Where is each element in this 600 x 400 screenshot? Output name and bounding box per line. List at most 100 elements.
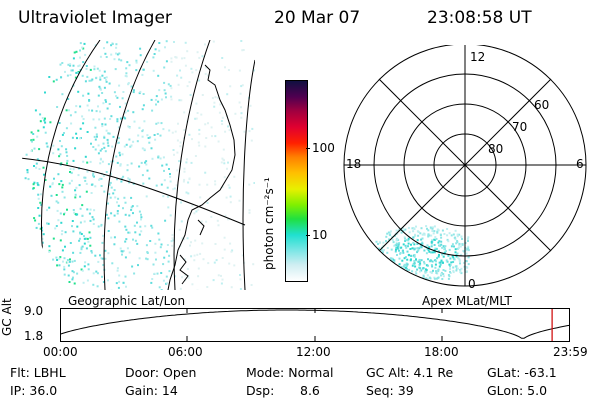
- polar-emission-dot: [448, 263, 451, 266]
- geo-emission-dot: [174, 130, 177, 133]
- geo-emission-dot: [197, 275, 200, 278]
- geo-emission-dot: [64, 70, 66, 73]
- geo-emission-dot: [225, 196, 228, 199]
- geo-emission-dot: [85, 65, 88, 67]
- geo-emission-dot: [238, 199, 241, 202]
- polar-emission-dot: [440, 240, 443, 243]
- polar-emission-dot: [452, 233, 455, 236]
- geo-emission-dot: [90, 251, 93, 254]
- geo-emission-dot: [85, 190, 88, 193]
- polar-emission-dot: [417, 249, 420, 252]
- geo-emission-dot: [41, 237, 44, 240]
- polar-emission-dot: [451, 243, 454, 246]
- geo-emission-dot: [140, 161, 143, 164]
- geo-emission-dot: [76, 213, 79, 216]
- polar-emission-dot: [375, 240, 378, 243]
- geo-emission-dot: [71, 220, 74, 222]
- geo-emission-dot: [140, 213, 142, 216]
- geo-emission-dot: [128, 126, 131, 129]
- geo-emission-dot: [37, 193, 40, 196]
- geo-emission-dot: [107, 163, 110, 166]
- polar-emission-dot: [447, 274, 450, 276]
- polar-emission-dot: [443, 245, 446, 248]
- geo-emission-dot: [74, 189, 77, 192]
- polar-emission-dot: [389, 230, 392, 233]
- polar-emission-dot: [436, 277, 439, 280]
- geo-emission-dot: [132, 212, 134, 215]
- polar-emission-dot: [447, 277, 450, 280]
- geo-emission-dot: [79, 42, 82, 45]
- polar-emission-dot: [413, 255, 416, 258]
- geographic-map: [22, 40, 255, 290]
- geo-emission-dot: [207, 122, 209, 125]
- geo-emission-dot: [220, 120, 223, 122]
- geo-emission-dot: [146, 60, 149, 63]
- polar-emission-dot: [454, 238, 457, 241]
- mlt-label-0: 0: [468, 277, 476, 291]
- polar-emission-dot: [395, 229, 398, 232]
- geo-emission-dot: [127, 125, 130, 128]
- geo-emission-dot: [180, 220, 183, 223]
- geo-emission-dot: [93, 68, 96, 71]
- geo-emission-dot: [83, 220, 86, 223]
- polar-emission-dot: [453, 245, 455, 248]
- geo-emission-dot: [42, 233, 45, 236]
- geo-emission-dot: [234, 112, 237, 115]
- geo-emission-dot: [120, 180, 123, 183]
- geo-emission-dot: [99, 76, 102, 79]
- geo-emission-dot: [238, 69, 241, 72]
- geo-emission-dot: [120, 59, 123, 62]
- geo-emission-dot: [154, 251, 157, 254]
- geo-emission-dot: [206, 183, 209, 186]
- geo-emission-dot: [93, 175, 95, 178]
- polar-emission-dot: [456, 241, 459, 244]
- polar-emission-dot: [466, 248, 469, 251]
- geo-emission-dot: [78, 239, 81, 242]
- geo-emission-dot: [163, 169, 165, 172]
- polar-emission-dot: [406, 258, 409, 261]
- polar-emission-dot: [454, 229, 457, 232]
- geo-emission-dot: [103, 47, 105, 50]
- polar-emission-dot: [378, 247, 380, 250]
- geo-emission-dot: [113, 214, 116, 217]
- time-tick-0600: 06:00: [168, 345, 203, 359]
- geo-emission-dot: [72, 251, 75, 254]
- geo-emission-dot: [94, 44, 97, 47]
- geo-emission-dot: [101, 241, 104, 244]
- geo-emission-dot: [210, 215, 213, 218]
- geo-emission-dot: [146, 258, 149, 261]
- geo-emission-dot: [163, 179, 166, 182]
- polar-emission-dot: [416, 243, 419, 245]
- polar-emission-dot: [438, 253, 440, 256]
- geo-emission-dot: [180, 201, 183, 204]
- geo-emission-dot: [135, 61, 138, 64]
- polar-emission-dot: [457, 257, 460, 260]
- polar-emission-dot: [398, 257, 401, 260]
- geo-emission-dot: [210, 126, 213, 129]
- geo-emission-dot: [74, 76, 77, 79]
- geo-emission-dot: [72, 271, 75, 274]
- polar-emission-dot: [422, 276, 424, 279]
- geo-emission-dot: [90, 183, 93, 186]
- polar-emission-dot: [446, 260, 449, 263]
- geo-emission-dot: [163, 66, 166, 69]
- polar-emission-dot: [463, 250, 466, 253]
- geo-emission-dot: [63, 212, 66, 215]
- polar-emission-dot: [444, 269, 447, 272]
- geo-emission-dot: [81, 204, 84, 207]
- geo-emission-dot: [110, 53, 113, 56]
- geo-emission-dot: [73, 259, 76, 262]
- geo-emission-dot: [37, 207, 40, 209]
- polar-emission-dot: [437, 255, 440, 258]
- geo-emission-dot: [123, 145, 126, 148]
- geo-emission-dot: [69, 258, 71, 261]
- geo-emission-dot: [179, 141, 182, 144]
- geo-emission-dot: [72, 276, 74, 279]
- mlt-label-18: 18: [346, 157, 361, 171]
- geo-emission-dot: [197, 267, 200, 270]
- geo-emission-dot: [111, 43, 114, 45]
- geo-emission-dot: [102, 264, 105, 266]
- polar-emission-dot: [393, 244, 396, 247]
- geo-emission-dot: [194, 239, 197, 242]
- geo-emission-dot: [99, 87, 102, 90]
